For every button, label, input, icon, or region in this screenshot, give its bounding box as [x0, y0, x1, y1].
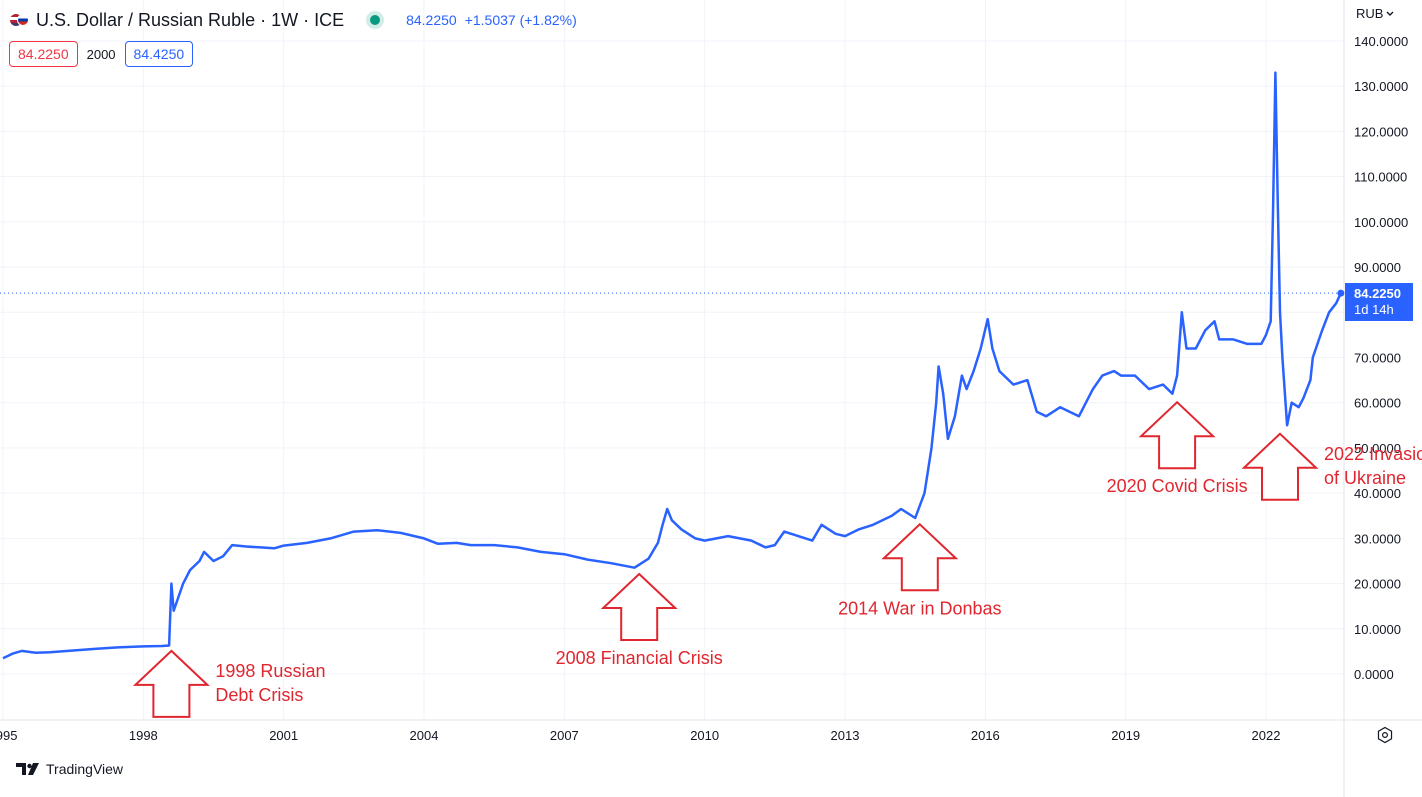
currency-selector[interactable]: RUB — [1356, 6, 1394, 21]
annotation-label: Debt Crisis — [215, 685, 303, 705]
y-tick-label: 10.0000 — [1354, 622, 1401, 637]
last-price: 84.2250 — [406, 12, 457, 28]
x-tick-label: 2022 — [1252, 728, 1281, 743]
annotation-label: 1998 Russian — [215, 661, 325, 681]
annotation-arrow — [881, 522, 959, 592]
symbol-header: U.S. Dollar / Russian Ruble · 1W · ICE 8… — [10, 8, 577, 32]
annotation-label: of Ukraine — [1324, 468, 1406, 488]
annotation-arrow — [1138, 400, 1216, 470]
y-tick-label: 140.0000 — [1354, 34, 1408, 49]
y-tick-label: 110.0000 — [1354, 170, 1407, 185]
last-point-marker — [1337, 289, 1345, 297]
x-tick-label: 2007 — [550, 728, 579, 743]
y-tick-label: 40.0000 — [1354, 486, 1401, 501]
x-tick-label: 1998 — [129, 728, 158, 743]
y-tick-label: 130.0000 — [1354, 79, 1408, 94]
price-series — [2, 71, 1345, 660]
bar-countdown: 1d 14h — [1354, 302, 1394, 317]
currency-label: RUB — [1356, 6, 1384, 21]
x-tick-label: 2016 — [971, 728, 1000, 743]
current-price-tag: 84.2250 1d 14h — [1345, 283, 1413, 321]
annotation-label: 2022 Invasion — [1324, 444, 1422, 464]
annotation-label: 2008 Financial Crisis — [556, 648, 723, 668]
x-tick-label: 2001 — [269, 728, 298, 743]
x-tick-label: 2004 — [410, 728, 439, 743]
y-tick-label: 60.0000 — [1354, 396, 1401, 411]
usd-rub-flag-icon — [10, 13, 30, 27]
gear-icon[interactable] — [1376, 726, 1394, 744]
series-line — [2, 71, 1342, 660]
chevron-down-icon — [1386, 11, 1394, 16]
y-tick-label: 50.0000 — [1354, 441, 1401, 456]
annotation-arrow — [132, 649, 210, 718]
annotation-label: 2020 Covid Crisis — [1107, 476, 1248, 496]
x-tick-label: 2013 — [831, 728, 860, 743]
y-tick-label: 0.0000 — [1354, 667, 1394, 682]
x-tick-label: 1995 — [0, 728, 17, 743]
price-change: +1.5037 (+1.82%) — [464, 12, 577, 28]
current-price-value: 84.2250 — [1354, 286, 1401, 301]
x-tick-label: 2019 — [1111, 728, 1140, 743]
y-tick-label: 70.0000 — [1354, 351, 1401, 366]
y-tick-label: 100.0000 — [1354, 215, 1408, 230]
y-tick-label: 30.0000 — [1354, 531, 1401, 546]
sell-button[interactable]: 84.2250 — [9, 41, 78, 67]
tradingview-branding[interactable]: TradingView — [16, 761, 123, 777]
symbol-title[interactable]: U.S. Dollar / Russian Ruble · 1W · ICE — [36, 9, 345, 30]
y-tick-label: 90.0000 — [1354, 260, 1401, 275]
y-tick-label: 20.0000 — [1354, 577, 1401, 592]
brand-name: TradingView — [46, 761, 124, 777]
time-axis: 1995 1998 2001 2004 2007 2010 2013 2016 2019 2022 — [0, 728, 1280, 743]
crisis-annotations: 1998 Russian Debt Crisis 2008 Financial Cr… — [132, 400, 1422, 718]
tradingview-logo-icon — [16, 763, 39, 775]
buy-button[interactable]: 84.4250 — [124, 41, 194, 67]
annotation-label: 2014 War in Donbas — [838, 598, 1001, 618]
annotation-arrow — [1241, 432, 1319, 501]
market-open-dot-icon — [370, 15, 381, 25]
chart-grid — [0, 0, 1344, 720]
x-tick-label: 2010 — [690, 728, 719, 743]
quantity-value[interactable]: 2000 — [86, 46, 116, 62]
price-axis: 0.0000 10.0000 20.0000 30.0000 40.0000 50.000… — [1354, 34, 1408, 682]
y-tick-label: 120.0000 — [1354, 124, 1408, 139]
trade-buttons: 84.2250 2000 84.4250 — [9, 41, 194, 67]
annotation-arrow — [600, 572, 678, 641]
